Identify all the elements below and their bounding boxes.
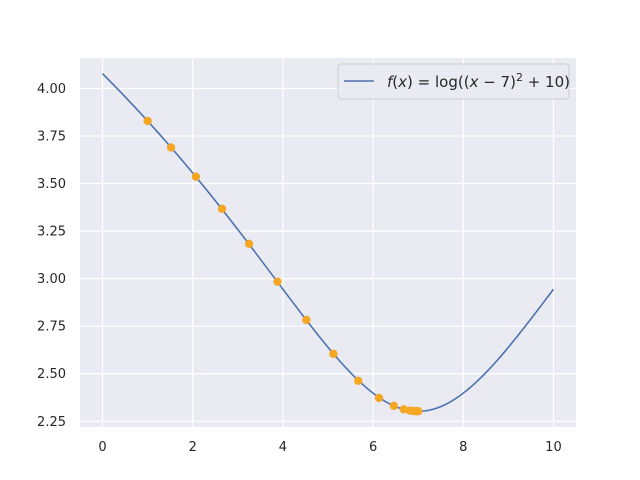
scatter-point <box>413 407 423 416</box>
legend-label: f(x) = log((x − 7)2 + 10) <box>387 71 570 91</box>
x-tick-label: 6 <box>369 440 377 455</box>
scatter-point <box>374 393 384 403</box>
scatter-point <box>302 315 311 325</box>
scatter-point <box>143 116 152 126</box>
x-tick-label: 8 <box>459 440 467 455</box>
scatter-point <box>166 143 176 152</box>
series-line <box>101 73 555 413</box>
y-axis-ticks: 2.25 2.50 2.75 3.00 3.25 3.50 3.75 4.00 <box>37 82 66 430</box>
function-curve <box>101 73 555 413</box>
scatter-point <box>389 401 399 411</box>
scatter-point <box>217 204 227 214</box>
y-tick-label: 3.50 <box>37 177 66 192</box>
legend-box <box>337 63 570 100</box>
x-tick-label: 4 <box>279 440 287 455</box>
scatter-point <box>191 172 201 181</box>
y-tick-label: 3.75 <box>37 129 66 144</box>
scatter-point <box>399 405 408 414</box>
y-tick-label: 3.00 <box>37 272 66 287</box>
x-tick-label: 2 <box>189 440 197 455</box>
scatter-point <box>244 239 254 249</box>
scatter-points <box>143 116 423 416</box>
plot-area <box>80 58 576 427</box>
x-tick-label: 0 <box>98 440 106 455</box>
x-axis-ticks: 0 2 4 6 8 10 <box>98 440 561 455</box>
y-tick-label: 3.25 <box>37 225 66 240</box>
y-tick-label: 2.75 <box>37 320 66 335</box>
scatter-point <box>329 349 338 358</box>
y-tick-label: 2.25 <box>37 415 66 430</box>
legend: f(x) = log((x − 7)2 + 10) <box>337 63 570 100</box>
y-tick-label: 2.50 <box>37 367 66 382</box>
x-tick-label: 10 <box>545 440 562 455</box>
y-tick-label: 4.00 <box>37 82 66 97</box>
scatter-point <box>273 277 282 286</box>
scatter-point <box>354 376 363 385</box>
